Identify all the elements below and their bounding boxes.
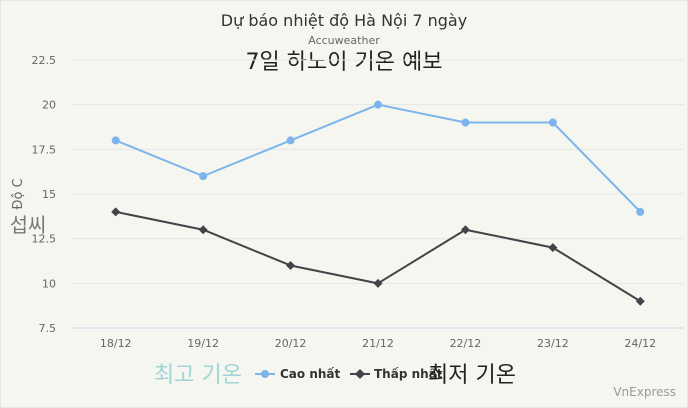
chart-subtitle: Accuweather <box>308 34 380 47</box>
legend-item-high[interactable]: Cao nhất <box>255 367 341 381</box>
y-axis-label-overlay: 섭씨 <box>10 213 47 237</box>
x-tick-label: 18/12 <box>100 337 132 350</box>
data-point[interactable] <box>635 296 645 306</box>
y-tick-label: 12.5 <box>32 233 57 246</box>
legend-item-low[interactable]: Thấp nhất <box>350 367 443 381</box>
x-tick-label: 23/12 <box>537 337 569 350</box>
legend-label-high: Cao nhất <box>280 367 341 381</box>
data-point[interactable] <box>286 136 295 145</box>
y-tick-label: 7.5 <box>39 322 57 335</box>
y-tick-label: 15 <box>42 188 56 201</box>
data-point[interactable] <box>548 118 557 127</box>
x-tick-label: 20/12 <box>275 337 307 350</box>
data-point[interactable] <box>461 118 470 127</box>
x-axis-ticks: 18/12 19/12 20/12 21/12 22/12 23/12 24/12 <box>100 337 656 350</box>
data-point[interactable] <box>460 225 470 235</box>
data-point[interactable] <box>111 207 121 217</box>
data-point[interactable] <box>111 136 120 145</box>
y-tick-label: 22.5 <box>32 54 57 67</box>
data-point[interactable] <box>373 278 383 288</box>
data-point[interactable] <box>286 260 296 270</box>
legend-label-low: Thấp nhất <box>374 367 443 381</box>
x-tick-label: 22/12 <box>450 337 482 350</box>
y-axis-label: Độ C <box>11 178 26 209</box>
data-point[interactable] <box>374 100 382 109</box>
chart-title-overlay: 7일 하노이 기온 예보 <box>246 50 443 75</box>
x-tick-label: 19/12 <box>187 337 219 350</box>
y-axis-ticks: 7.5 10 12.5 15 17.5 20 22.5 <box>32 54 57 335</box>
data-point[interactable] <box>636 207 645 216</box>
legend-overlay-low: 최저 기온 <box>428 363 516 388</box>
x-tick-label: 21/12 <box>362 337 394 350</box>
legend-overlay-high: 최고 기온 <box>154 363 242 388</box>
data-point[interactable] <box>548 243 558 253</box>
legend-marker-low <box>355 369 365 379</box>
data-point[interactable] <box>198 225 208 235</box>
series-layer <box>111 100 645 306</box>
y-tick-label: 20 <box>42 99 56 112</box>
x-tick-label: 24/12 <box>624 337 656 350</box>
chart-title: Dự báo nhiệt độ Hà Nội 7 ngày <box>221 11 467 30</box>
data-point[interactable] <box>199 172 208 181</box>
series-low <box>111 207 645 306</box>
y-tick-label: 17.5 <box>32 143 57 156</box>
series-high <box>111 100 645 216</box>
credit-text[interactable]: VnExpress <box>613 385 676 399</box>
y-tick-label: 10 <box>42 277 56 290</box>
legend: 최고 기온 Cao nhất Thấp nhất 최저 기온 <box>154 363 516 388</box>
legend-marker-high <box>261 370 269 378</box>
